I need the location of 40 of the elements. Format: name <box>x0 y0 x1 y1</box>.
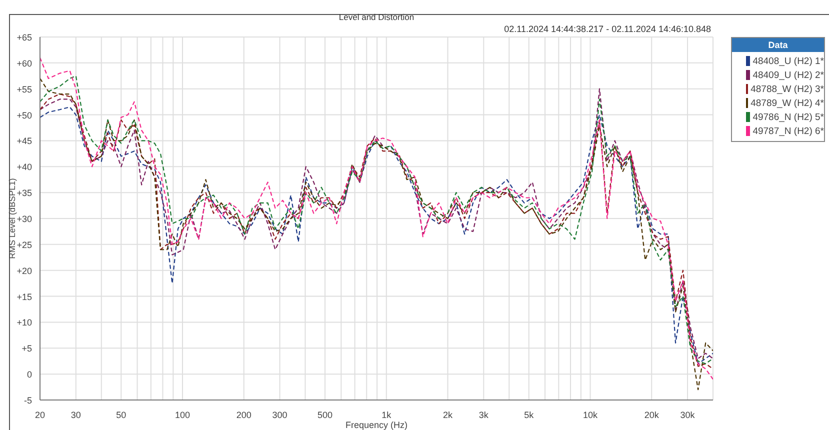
x-tick-label: 100 <box>174 410 190 420</box>
y-tick-label: +55 <box>16 84 32 94</box>
x-tick-label: 10k <box>582 410 598 420</box>
x-tick-label: 2k <box>442 410 453 420</box>
x-tick-label: 30 <box>70 410 81 420</box>
y-tick-label: +65 <box>16 32 32 42</box>
y-tick-label: +30 <box>16 214 32 224</box>
x-tick-label: 20k <box>644 410 660 420</box>
y-tick-label: 0 <box>26 370 32 380</box>
x-tick-label: 3k <box>478 410 489 420</box>
legend-label: 48788_W (H2) 3* <box>750 84 824 94</box>
legend-label: 48409_U (H2) 2* <box>752 70 824 80</box>
x-tick-label: 200 <box>236 410 252 420</box>
legend-title: Data <box>732 38 824 52</box>
y-tick-label: +60 <box>16 58 32 68</box>
x-tick-label: 5k <box>524 410 534 420</box>
y-tick-label: +40 <box>16 162 32 172</box>
x-tick-label: 300 <box>272 410 288 420</box>
y-axis-title: RMS Level (dBSPL1) <box>7 178 18 259</box>
y-tick-label: +20 <box>16 266 32 276</box>
text: 02.11.2024 14:44:38.217 - 02.11.2024 14:46:10.848 <box>504 24 711 34</box>
legend-label: 49787_N (H2) 6* <box>752 126 824 136</box>
y-tick-label: +10 <box>16 318 32 328</box>
y-tick-label: +15 <box>16 292 32 302</box>
x-tick-label: 30k <box>680 410 696 420</box>
y-tick-label: +45 <box>16 136 32 146</box>
y-tick-label: +5 <box>22 344 32 354</box>
y-tick-label: +25 <box>16 240 32 250</box>
legend-label: 49786_N (H2) 5* <box>752 112 824 122</box>
y-tick-label: -5 <box>24 396 32 406</box>
chart-title: Level and Distortion <box>338 12 416 22</box>
x-tick-label: 20 <box>34 410 46 420</box>
y-tick-label: +35 <box>16 188 32 198</box>
y-tick-label: +50 <box>16 110 32 120</box>
x-tick-label: 500 <box>317 410 333 420</box>
legend-label: 48789_W (H2) 4* <box>750 98 824 108</box>
x-axis-title: Frequency (Hz) <box>345 420 408 430</box>
legend-label: 48408_U (H2) 1* <box>752 56 824 66</box>
x-tick-label: 50 <box>116 410 126 420</box>
x-tick-label: 1k <box>382 410 392 420</box>
